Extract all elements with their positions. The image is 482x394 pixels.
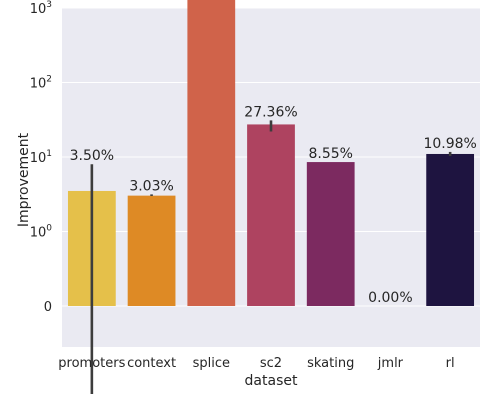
data-label-jmlr: 0.00%: [368, 290, 412, 306]
data-label-context: 3.03%: [129, 178, 173, 194]
data-label-sc2: 27.36%: [244, 104, 297, 120]
y-tick-label: 102: [30, 75, 52, 92]
y-tick-label: 100: [30, 224, 53, 241]
y-tick-label: 101: [30, 149, 52, 166]
y-tick-label: 103: [30, 0, 52, 17]
data-labels: 3.50%3.03%2134.83%27.36%8.55%0.00%10.98%: [70, 104, 477, 306]
bars: [67, 0, 475, 307]
x-tick-jmlr: jmlr: [377, 356, 404, 371]
y-tick-label: 0: [44, 300, 52, 315]
bar-context: [127, 195, 176, 306]
x-tick-promoters: promoters: [58, 356, 125, 371]
bar-skating: [306, 162, 355, 306]
x-tick-rl: rl: [446, 356, 455, 371]
error-bars: [90, 120, 452, 394]
x-tick-splice: splice: [193, 356, 230, 371]
bar-sc2: [247, 124, 295, 307]
x-tick-context: context: [127, 356, 176, 371]
data-label-promoters: 3.50%: [70, 148, 114, 164]
bar-rl: [426, 153, 475, 306]
x-tick-skating: skating: [307, 356, 354, 371]
x-axis-label: dataset: [245, 373, 298, 389]
data-label-rl: 10.98%: [423, 136, 476, 152]
bar-splice: [187, 0, 236, 307]
data-label-skating: 8.55%: [308, 146, 352, 162]
x-ticks: promoters context splice sc2 skating jmlr rl: [58, 356, 454, 371]
x-tick-sc2: sc2: [260, 356, 282, 371]
y-axis-label: Improvement: [16, 132, 32, 227]
y-ticks: 0 100 101 102 103: [30, 0, 53, 315]
